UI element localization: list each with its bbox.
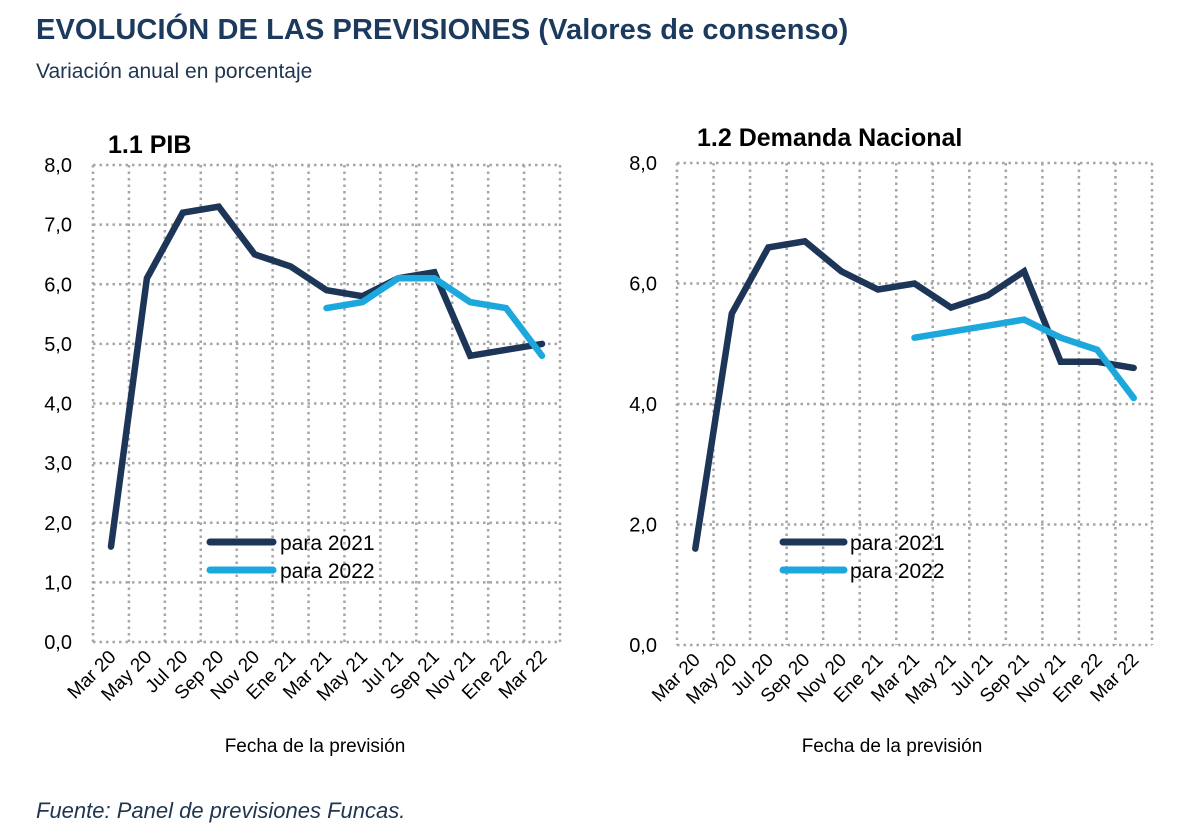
x-axis-title: Fecha de la previsión [225,736,406,757]
series-layer [107,203,546,550]
y-tick-label: 8,0 [629,153,657,175]
page-title: EVOLUCIÓN DE LAS PREVISIONES (Valores de… [36,14,849,46]
legend-label-2022: para 2022 [280,560,375,583]
chart-title: 1.2 Demanda Nacional [697,124,962,152]
y-axis: 0,0 2,0 4,0 6,0 8,0 [629,153,657,657]
y-tick-label: 7,0 [44,215,72,237]
y-tick-label: 1,0 [44,572,72,594]
y-tick-label: 3,0 [44,453,72,475]
y-tick-label: 0,0 [44,632,72,654]
y-tick-label: 0,0 [629,635,657,657]
legend: para 2021 para 2022 [206,532,375,583]
gridlines [91,163,562,644]
legend-label-2021: para 2021 [850,532,945,555]
y-tick-label: 5,0 [44,334,72,356]
legend-label-2022: para 2022 [850,560,945,583]
y-tick-label: 2,0 [44,513,72,535]
y-axis: 0,0 1,0 2,0 3,0 4,0 5,0 6,0 7,0 8,0 [44,155,72,654]
series-line-para-2021 [107,203,546,550]
gridlines [675,161,1154,647]
y-tick-label: 4,0 [629,394,657,416]
series-line-para-2022 [911,316,1137,402]
chart-pib: 1.1 PIB 0,0 1,0 2,0 3,0 4,0 5,0 6,0 7,0 8,0 Mar … [44,131,562,757]
y-tick-label: 4,0 [44,394,72,416]
y-tick-label: 8,0 [44,155,72,177]
legend-label-2021: para 2021 [280,532,375,555]
legend: para 2021 para 2022 [779,532,945,583]
source-note: Fuente: Panel de previsiones Funcas. [36,798,406,823]
chart-demanda-nacional: 1.2 Demanda Nacional 0,0 2,0 4,0 6,0 8,0 Mar… [629,124,1154,757]
chart-title: 1.1 PIB [108,131,191,159]
x-axis-title: Fecha de la previsión [802,736,983,757]
series-layer [692,237,1137,552]
y-tick-label: 6,0 [44,274,72,296]
y-tick-label: 2,0 [629,515,657,537]
series-line-para-2021 [692,237,1137,552]
page-subtitle: Variación anual en porcentaje [36,60,313,83]
y-tick-label: 6,0 [629,274,657,296]
